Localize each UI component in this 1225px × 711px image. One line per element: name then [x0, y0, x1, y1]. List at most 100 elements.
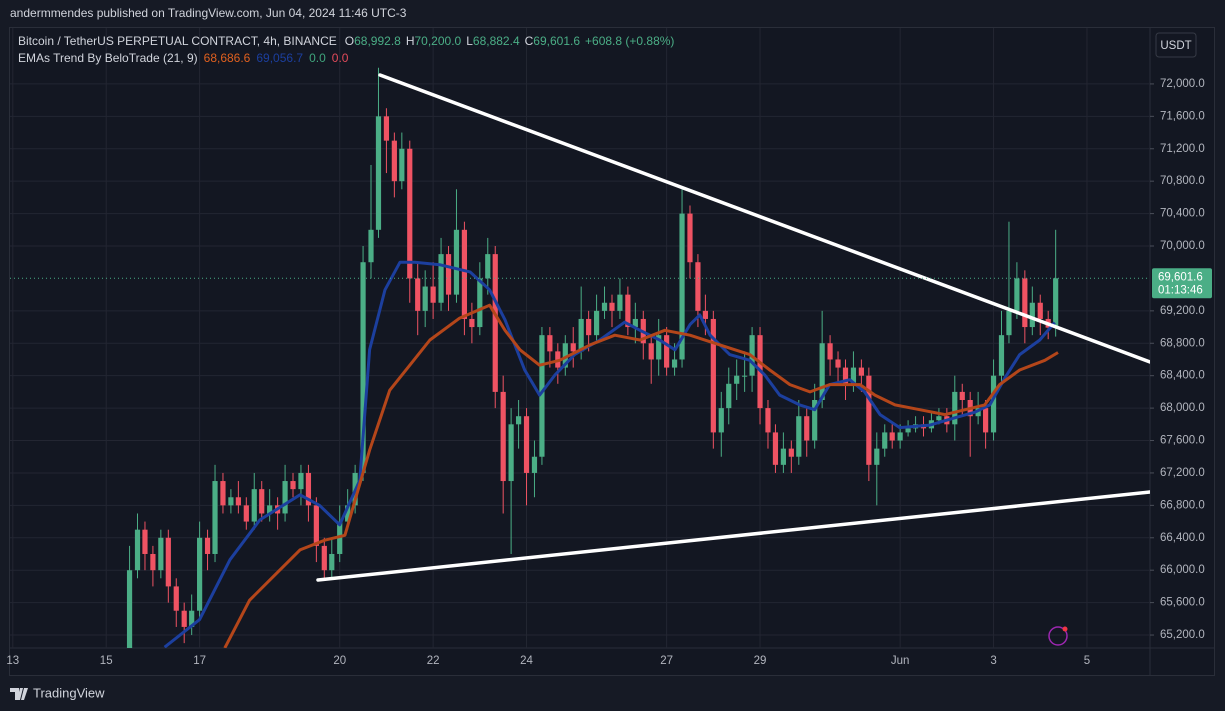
- candle-body: [243, 505, 249, 522]
- y-tick-label: 65,200.0: [1160, 629, 1205, 641]
- candle-body: [952, 391, 958, 425]
- candle-body: [197, 537, 203, 611]
- candle-body: [889, 432, 895, 441]
- candle-body: [212, 481, 218, 554]
- candle-body: [593, 310, 600, 336]
- ohlc-value: 68,882.4: [473, 34, 520, 48]
- candle-body: [609, 302, 615, 311]
- candle-body: [905, 428, 911, 433]
- candle-body: [827, 343, 833, 360]
- last-price-box: [1152, 268, 1212, 299]
- candle-body: [360, 262, 366, 473]
- candle-body: [835, 359, 841, 368]
- resistance-trendline: [378, 73, 1150, 364]
- indicator-value: 0.0: [332, 51, 349, 65]
- candle-body: [142, 529, 148, 554]
- candle-body: [858, 367, 864, 376]
- candle-body: [812, 400, 818, 441]
- candle-body: [1029, 302, 1035, 328]
- x-tick-label: 22: [427, 655, 440, 667]
- y-tick-label: 66,800.0: [1160, 499, 1205, 511]
- candle-body: [819, 343, 825, 400]
- candle-body: [804, 416, 810, 441]
- candle-body: [531, 456, 538, 473]
- candle-body: [445, 254, 452, 295]
- candle-body: [305, 472, 312, 506]
- candle-body: [866, 375, 872, 465]
- brand-logo: [10, 688, 28, 700]
- candle-body: [251, 489, 257, 522]
- y-tick-label: 70,400.0: [1160, 208, 1205, 220]
- ohlc-key: H: [406, 34, 415, 48]
- candle-body: [345, 505, 351, 522]
- candle-body: [267, 505, 273, 514]
- x-tick-label: Jun: [891, 655, 910, 667]
- x-tick-label: 15: [100, 655, 113, 667]
- ohlc-value: 69,601.6: [533, 34, 580, 48]
- candle-body: [181, 610, 187, 627]
- candle-body: [383, 116, 390, 141]
- indicator-value: 68,686.6: [204, 51, 251, 65]
- alert-icon[interactable]: [1048, 626, 1068, 646]
- y-tick-label: 71,600.0: [1160, 110, 1205, 122]
- candle-body: [329, 553, 335, 571]
- candle-body: [936, 416, 942, 421]
- candle-body: [625, 294, 631, 328]
- candle-body: [656, 335, 662, 360]
- indicator-legend: EMAs Trend By BeloTrade (21, 9) 68,686.6 6…: [18, 51, 349, 65]
- candle-body: [742, 375, 748, 377]
- candle-body: [959, 391, 965, 400]
- y-tick-label: 66,000.0: [1160, 564, 1205, 576]
- x-tick-label: 3: [990, 655, 996, 667]
- currency: USDT: [1160, 40, 1191, 52]
- candle-body: [874, 448, 880, 465]
- candle-body: [492, 254, 498, 392]
- candle-body: [189, 610, 195, 627]
- ema-line: [163, 260, 1056, 648]
- support-trendline: [316, 490, 1150, 582]
- candle-body: [796, 416, 802, 457]
- currency-button[interactable]: [1155, 32, 1197, 58]
- candle-body: [539, 335, 545, 457]
- x-tick-label: 27: [660, 655, 673, 667]
- candle-body: [983, 408, 989, 433]
- candle-body: [570, 343, 576, 352]
- candle-body: [290, 481, 296, 490]
- candle-body: [842, 367, 849, 384]
- candle-body: [547, 335, 553, 352]
- candle-body: [897, 432, 903, 441]
- candle-body: [391, 140, 397, 182]
- x-tick-label: 13: [6, 655, 19, 667]
- chart-panel: [9, 27, 1215, 676]
- candle-body: [998, 335, 1005, 376]
- y-tick-label: 68,800.0: [1160, 337, 1205, 349]
- y-tick-label: 67,600.0: [1160, 435, 1205, 447]
- candle-body: [632, 318, 638, 328]
- candle-body: [134, 529, 141, 571]
- candle-body: [126, 570, 133, 648]
- candle-body: [734, 375, 740, 384]
- brand: TradingView: [33, 685, 105, 700]
- y-tick-label: 66,400.0: [1160, 532, 1205, 544]
- candle-body: [1006, 310, 1012, 336]
- y-tick-label: 71,200.0: [1160, 143, 1205, 155]
- candle-body: [407, 148, 413, 279]
- candle-body: [601, 302, 608, 311]
- countdown: 01:13:46: [1158, 284, 1203, 296]
- x-tick-label: 5: [1084, 655, 1090, 667]
- y-tick-label: 72,000.0: [1160, 78, 1205, 90]
- candle-body: [415, 278, 421, 311]
- candle-body: [772, 432, 779, 465]
- symbol: Bitcoin / TetherUS PERPETUAL CONTRACT, 4…: [18, 34, 337, 48]
- candle-body: [321, 545, 327, 571]
- y-tick-label: 67,200.0: [1160, 467, 1205, 479]
- candle-body: [780, 448, 786, 465]
- candle-body: [220, 481, 226, 506]
- y-tick-label: 65,600.0: [1160, 597, 1205, 609]
- candle-body: [282, 481, 288, 514]
- candle-body: [438, 254, 444, 303]
- ema-lines: [163, 260, 1059, 648]
- candle-body: [617, 294, 623, 311]
- candle-body: [461, 229, 468, 319]
